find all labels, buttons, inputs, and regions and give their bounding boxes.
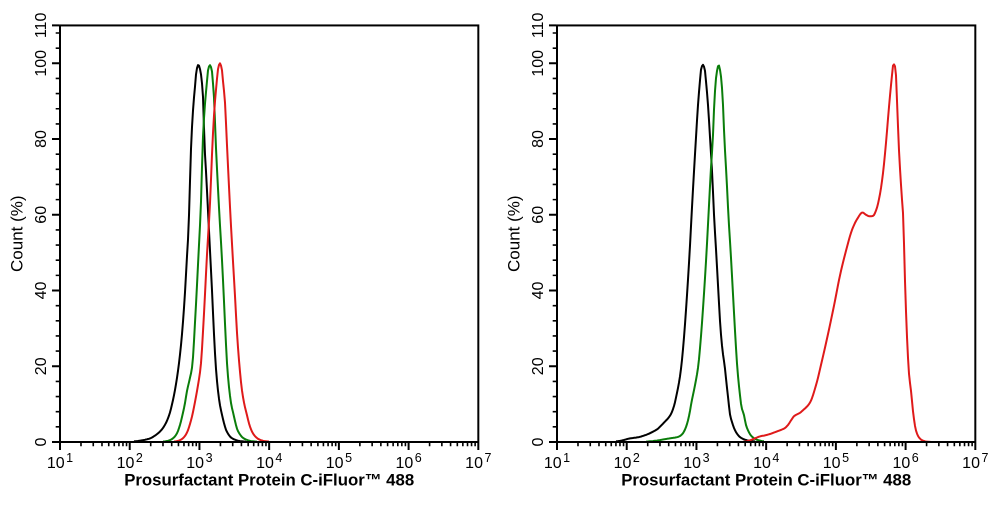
svg-text:0: 0 [530,437,547,446]
svg-text:80: 80 [530,130,547,148]
svg-text:Count (%): Count (%) [8,195,27,272]
svg-text:Prosurfactant Protein C-iFluor: Prosurfactant Protein C-iFluor™ 488 [124,471,414,490]
svg-text:80: 80 [33,130,50,148]
svg-text:110: 110 [33,13,50,39]
svg-text:20: 20 [530,357,547,375]
svg-text:100: 100 [530,50,547,77]
svg-text:20: 20 [33,357,50,375]
svg-text:60: 60 [33,206,50,224]
svg-text:Prosurfactant Protein C-iFluor: Prosurfactant Protein C-iFluor™ 488 [621,471,911,490]
svg-text:100: 100 [33,50,50,77]
svg-text:0: 0 [33,437,50,446]
svg-text:60: 60 [530,206,547,224]
svg-text:Count (%): Count (%) [505,195,524,272]
svg-text:40: 40 [33,282,50,300]
svg-text:110: 110 [530,13,547,39]
svg-text:40: 40 [530,282,547,300]
